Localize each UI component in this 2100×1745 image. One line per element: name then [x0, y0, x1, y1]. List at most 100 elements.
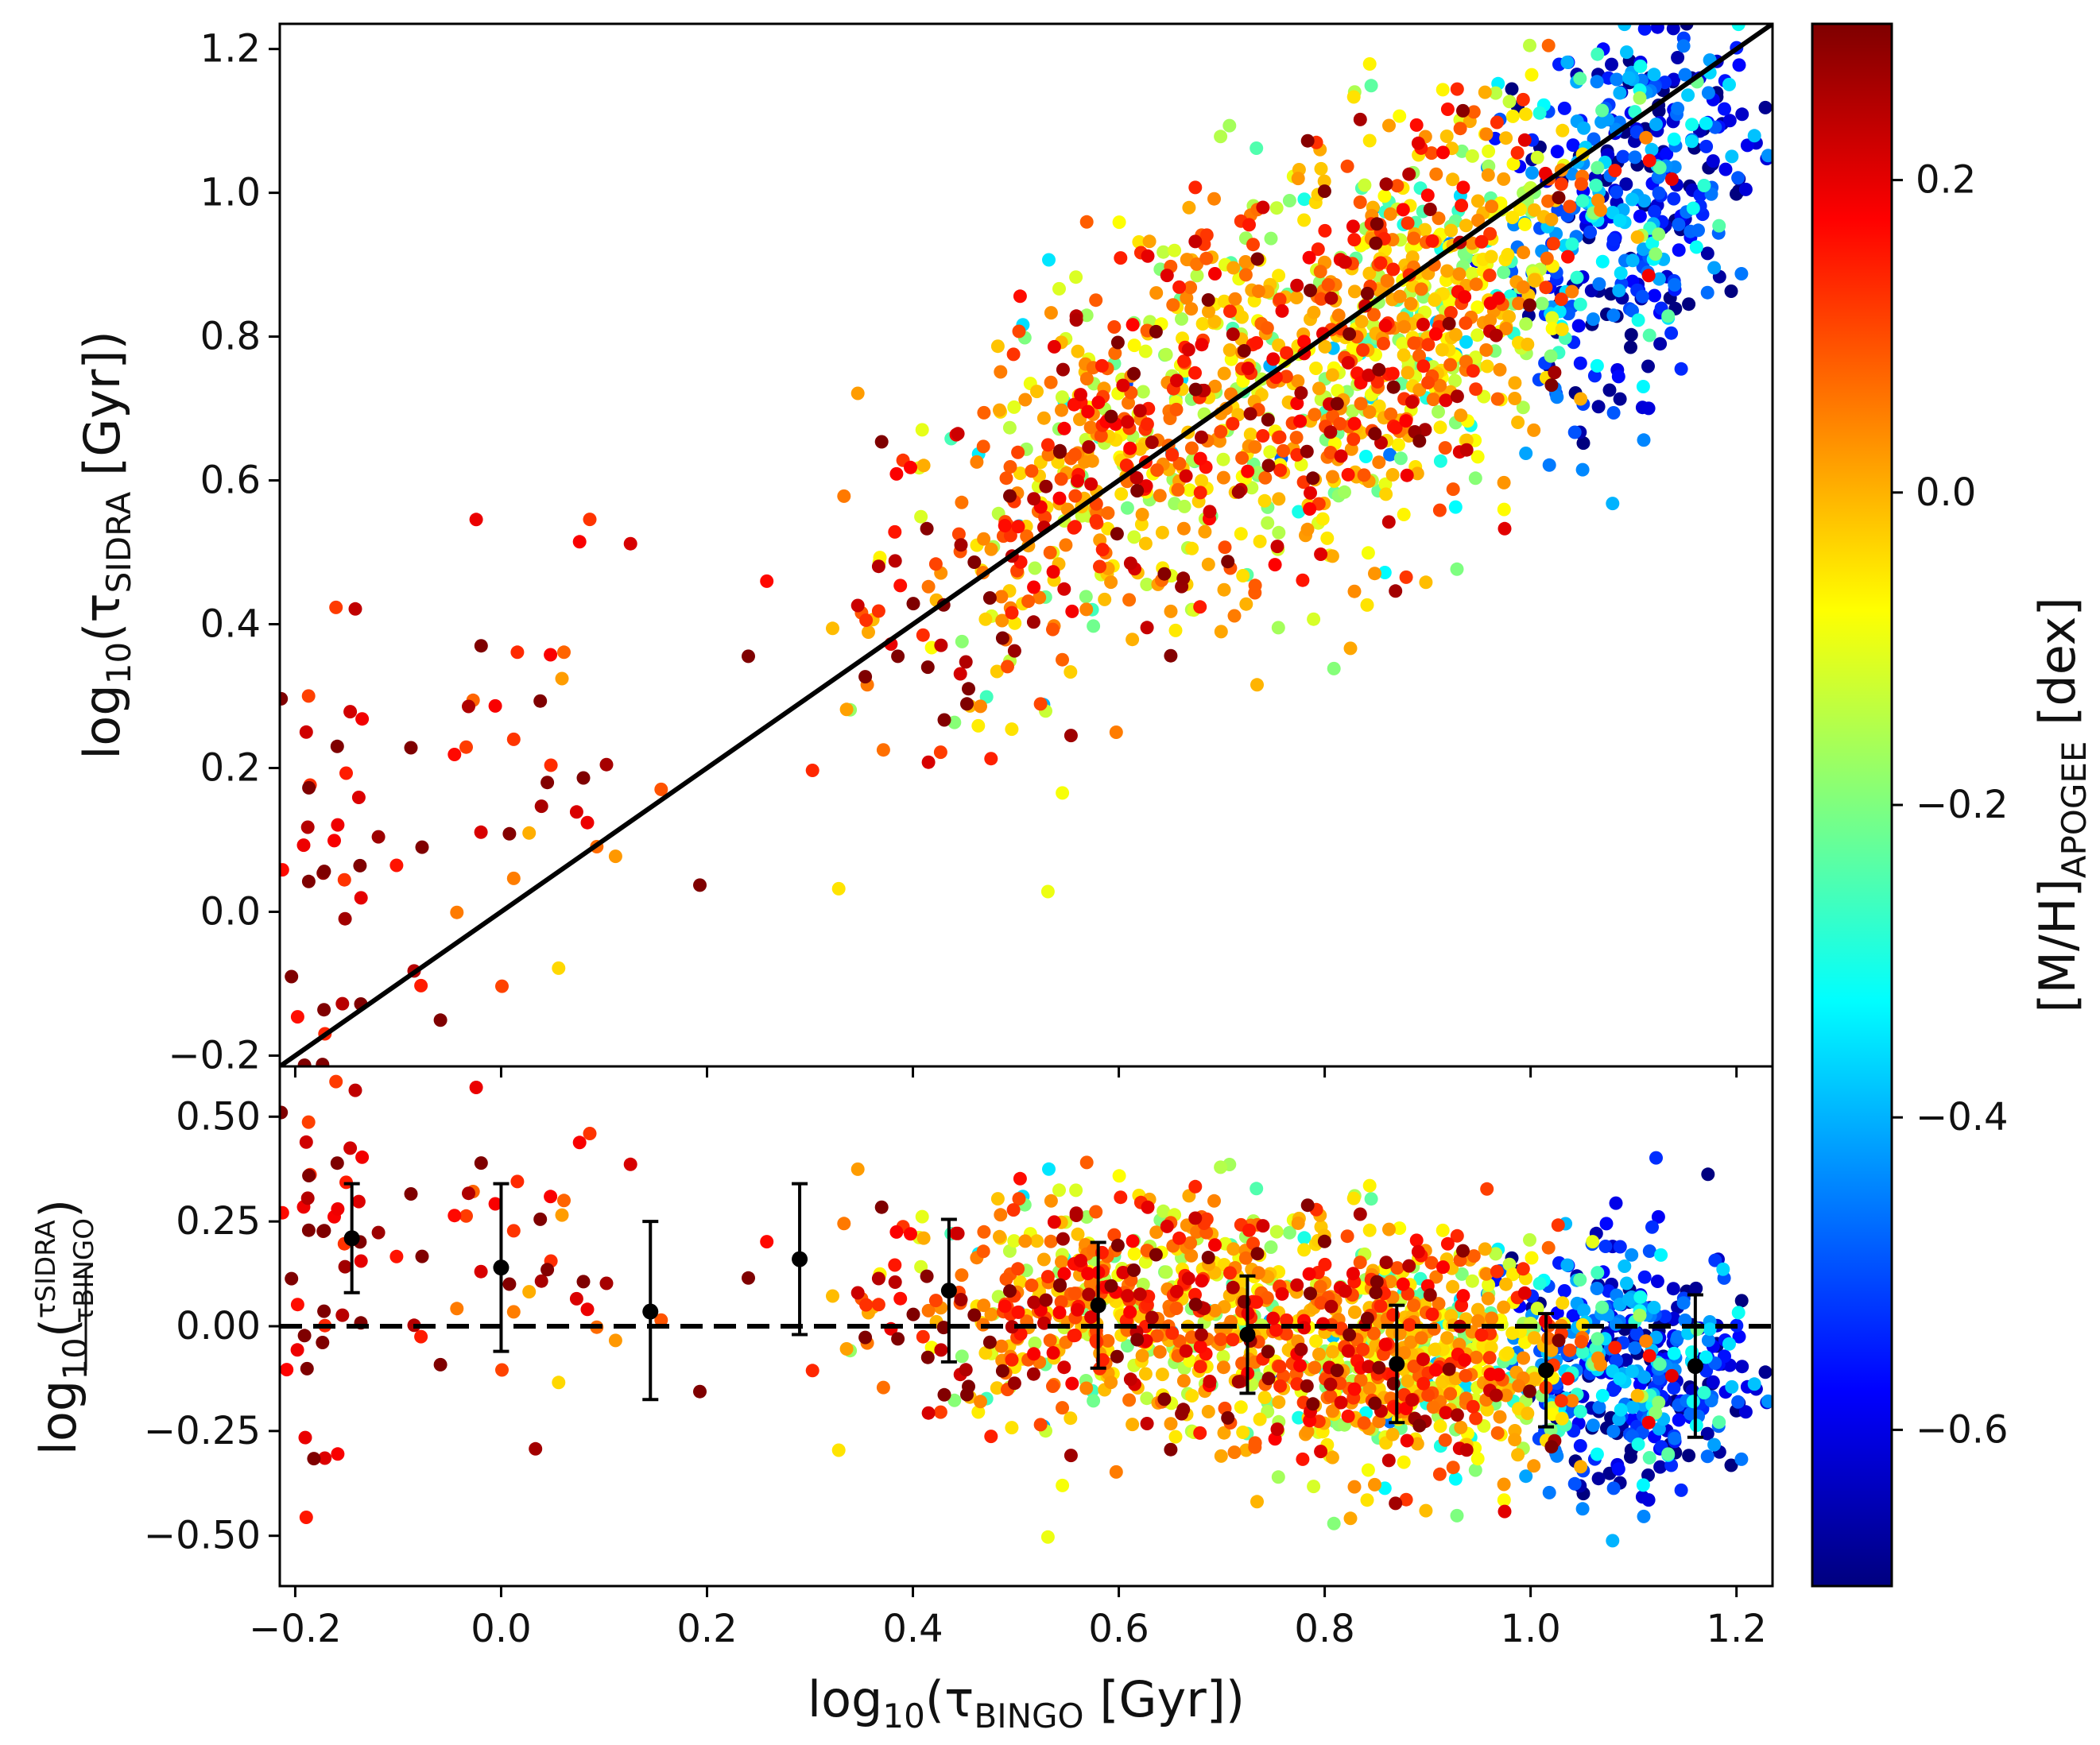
- star-point: [1326, 470, 1339, 484]
- star-point: [1297, 213, 1312, 227]
- star-point: [1639, 130, 1653, 145]
- star-point: [1079, 372, 1094, 386]
- star-point: [1291, 374, 1305, 389]
- star-point: [1321, 278, 1335, 292]
- star-point: [1150, 463, 1164, 478]
- star-point: [1181, 342, 1195, 357]
- star-point: [1402, 167, 1416, 181]
- star-point: [495, 979, 509, 993]
- residual-point: [954, 1293, 968, 1306]
- star-point: [1501, 248, 1515, 261]
- star-point: [1087, 619, 1101, 633]
- residual-point: [1590, 1332, 1605, 1346]
- star-point: [1266, 352, 1281, 366]
- residual-point: [1357, 1416, 1371, 1430]
- residual-point: [1155, 1368, 1169, 1382]
- star-point: [1570, 270, 1584, 284]
- residual-point: [1226, 1242, 1241, 1256]
- star-point: [1011, 520, 1025, 534]
- star-point: [1502, 310, 1516, 324]
- residual-point: [1490, 1426, 1505, 1440]
- star-point: [1221, 555, 1235, 569]
- residual-point: [1567, 1476, 1582, 1491]
- residual-point: [1334, 1395, 1348, 1410]
- residual-point: [1642, 1348, 1656, 1363]
- star-point: [1055, 403, 1068, 417]
- residual-point: [300, 1361, 314, 1375]
- residual-point: [960, 1387, 974, 1402]
- star-point: [1554, 292, 1568, 307]
- star-point: [1002, 420, 1017, 435]
- residual-point: [317, 1224, 331, 1238]
- star-point: [1333, 416, 1347, 431]
- star-point: [982, 591, 997, 605]
- star-point: [1429, 167, 1443, 181]
- residual-point: [1454, 1420, 1468, 1434]
- star-point: [1532, 106, 1547, 120]
- residual-point: [1484, 1341, 1498, 1355]
- star-point: [1573, 297, 1587, 311]
- residual-point: [576, 1275, 591, 1289]
- star-point: [1242, 218, 1256, 232]
- residual-point: [1033, 1418, 1048, 1432]
- residual-point: [1266, 1311, 1281, 1325]
- star-point: [1401, 366, 1415, 380]
- star-point: [1506, 157, 1521, 171]
- residual-point: [1068, 1329, 1082, 1342]
- residual-point: [1732, 1329, 1746, 1344]
- residual-point: [1353, 1256, 1367, 1270]
- star-point: [1377, 189, 1392, 203]
- residual-point: [1231, 1375, 1246, 1389]
- star-point: [1231, 485, 1246, 499]
- residual-point: [1157, 1392, 1172, 1406]
- residual-point: [1470, 1302, 1485, 1317]
- star-point: [1122, 396, 1135, 410]
- star-point: [993, 403, 1006, 417]
- star-point: [1590, 75, 1604, 89]
- star-point: [1129, 470, 1144, 485]
- star-point: [1391, 438, 1405, 452]
- star-point: [414, 978, 428, 992]
- star-point: [1649, 247, 1663, 261]
- star-point: [1587, 132, 1601, 146]
- star-point: [1218, 540, 1232, 555]
- residual-point: [1563, 1343, 1577, 1357]
- residual-point: [982, 1335, 997, 1349]
- star-point: [1135, 508, 1149, 521]
- star-point: [1006, 347, 1021, 362]
- star-point: [1243, 407, 1257, 421]
- star-point: [1540, 251, 1554, 265]
- residual-point: [1007, 1376, 1021, 1391]
- residual-point: [1343, 1328, 1357, 1342]
- star-point: [1465, 149, 1479, 163]
- residual-point: [959, 1363, 973, 1377]
- residual-point: [1735, 1360, 1749, 1374]
- residual-point: [1479, 1267, 1494, 1281]
- star-point: [1428, 293, 1442, 308]
- star-point: [1448, 373, 1462, 388]
- star-point: [1217, 294, 1231, 308]
- star-point: [1165, 447, 1180, 462]
- star-point: [1393, 289, 1407, 304]
- top-y-tick-label: 0.0: [200, 889, 261, 934]
- star-point: [1236, 569, 1250, 582]
- star-point: [1527, 203, 1541, 217]
- star-point: [1138, 536, 1153, 551]
- star-point: [1291, 172, 1305, 186]
- star-point: [1296, 573, 1310, 587]
- residual-point: [1120, 1339, 1134, 1353]
- star-point: [1456, 103, 1470, 118]
- star-point: [290, 1010, 304, 1024]
- star-point: [693, 878, 707, 892]
- star-point: [1059, 538, 1073, 552]
- residual-point: [1261, 1345, 1275, 1359]
- star-point: [1642, 328, 1656, 342]
- star-point: [1011, 445, 1025, 459]
- star-point: [1214, 130, 1228, 144]
- residual-point: [544, 1190, 558, 1204]
- star-point: [1685, 118, 1699, 132]
- residual-point: [1227, 1445, 1242, 1460]
- colorbar-ticks: 0.2 0.0 −0.2 −0.4 −0.6: [1892, 158, 2009, 1452]
- residual-point: [1157, 1204, 1171, 1218]
- residual-point: [1523, 1232, 1536, 1247]
